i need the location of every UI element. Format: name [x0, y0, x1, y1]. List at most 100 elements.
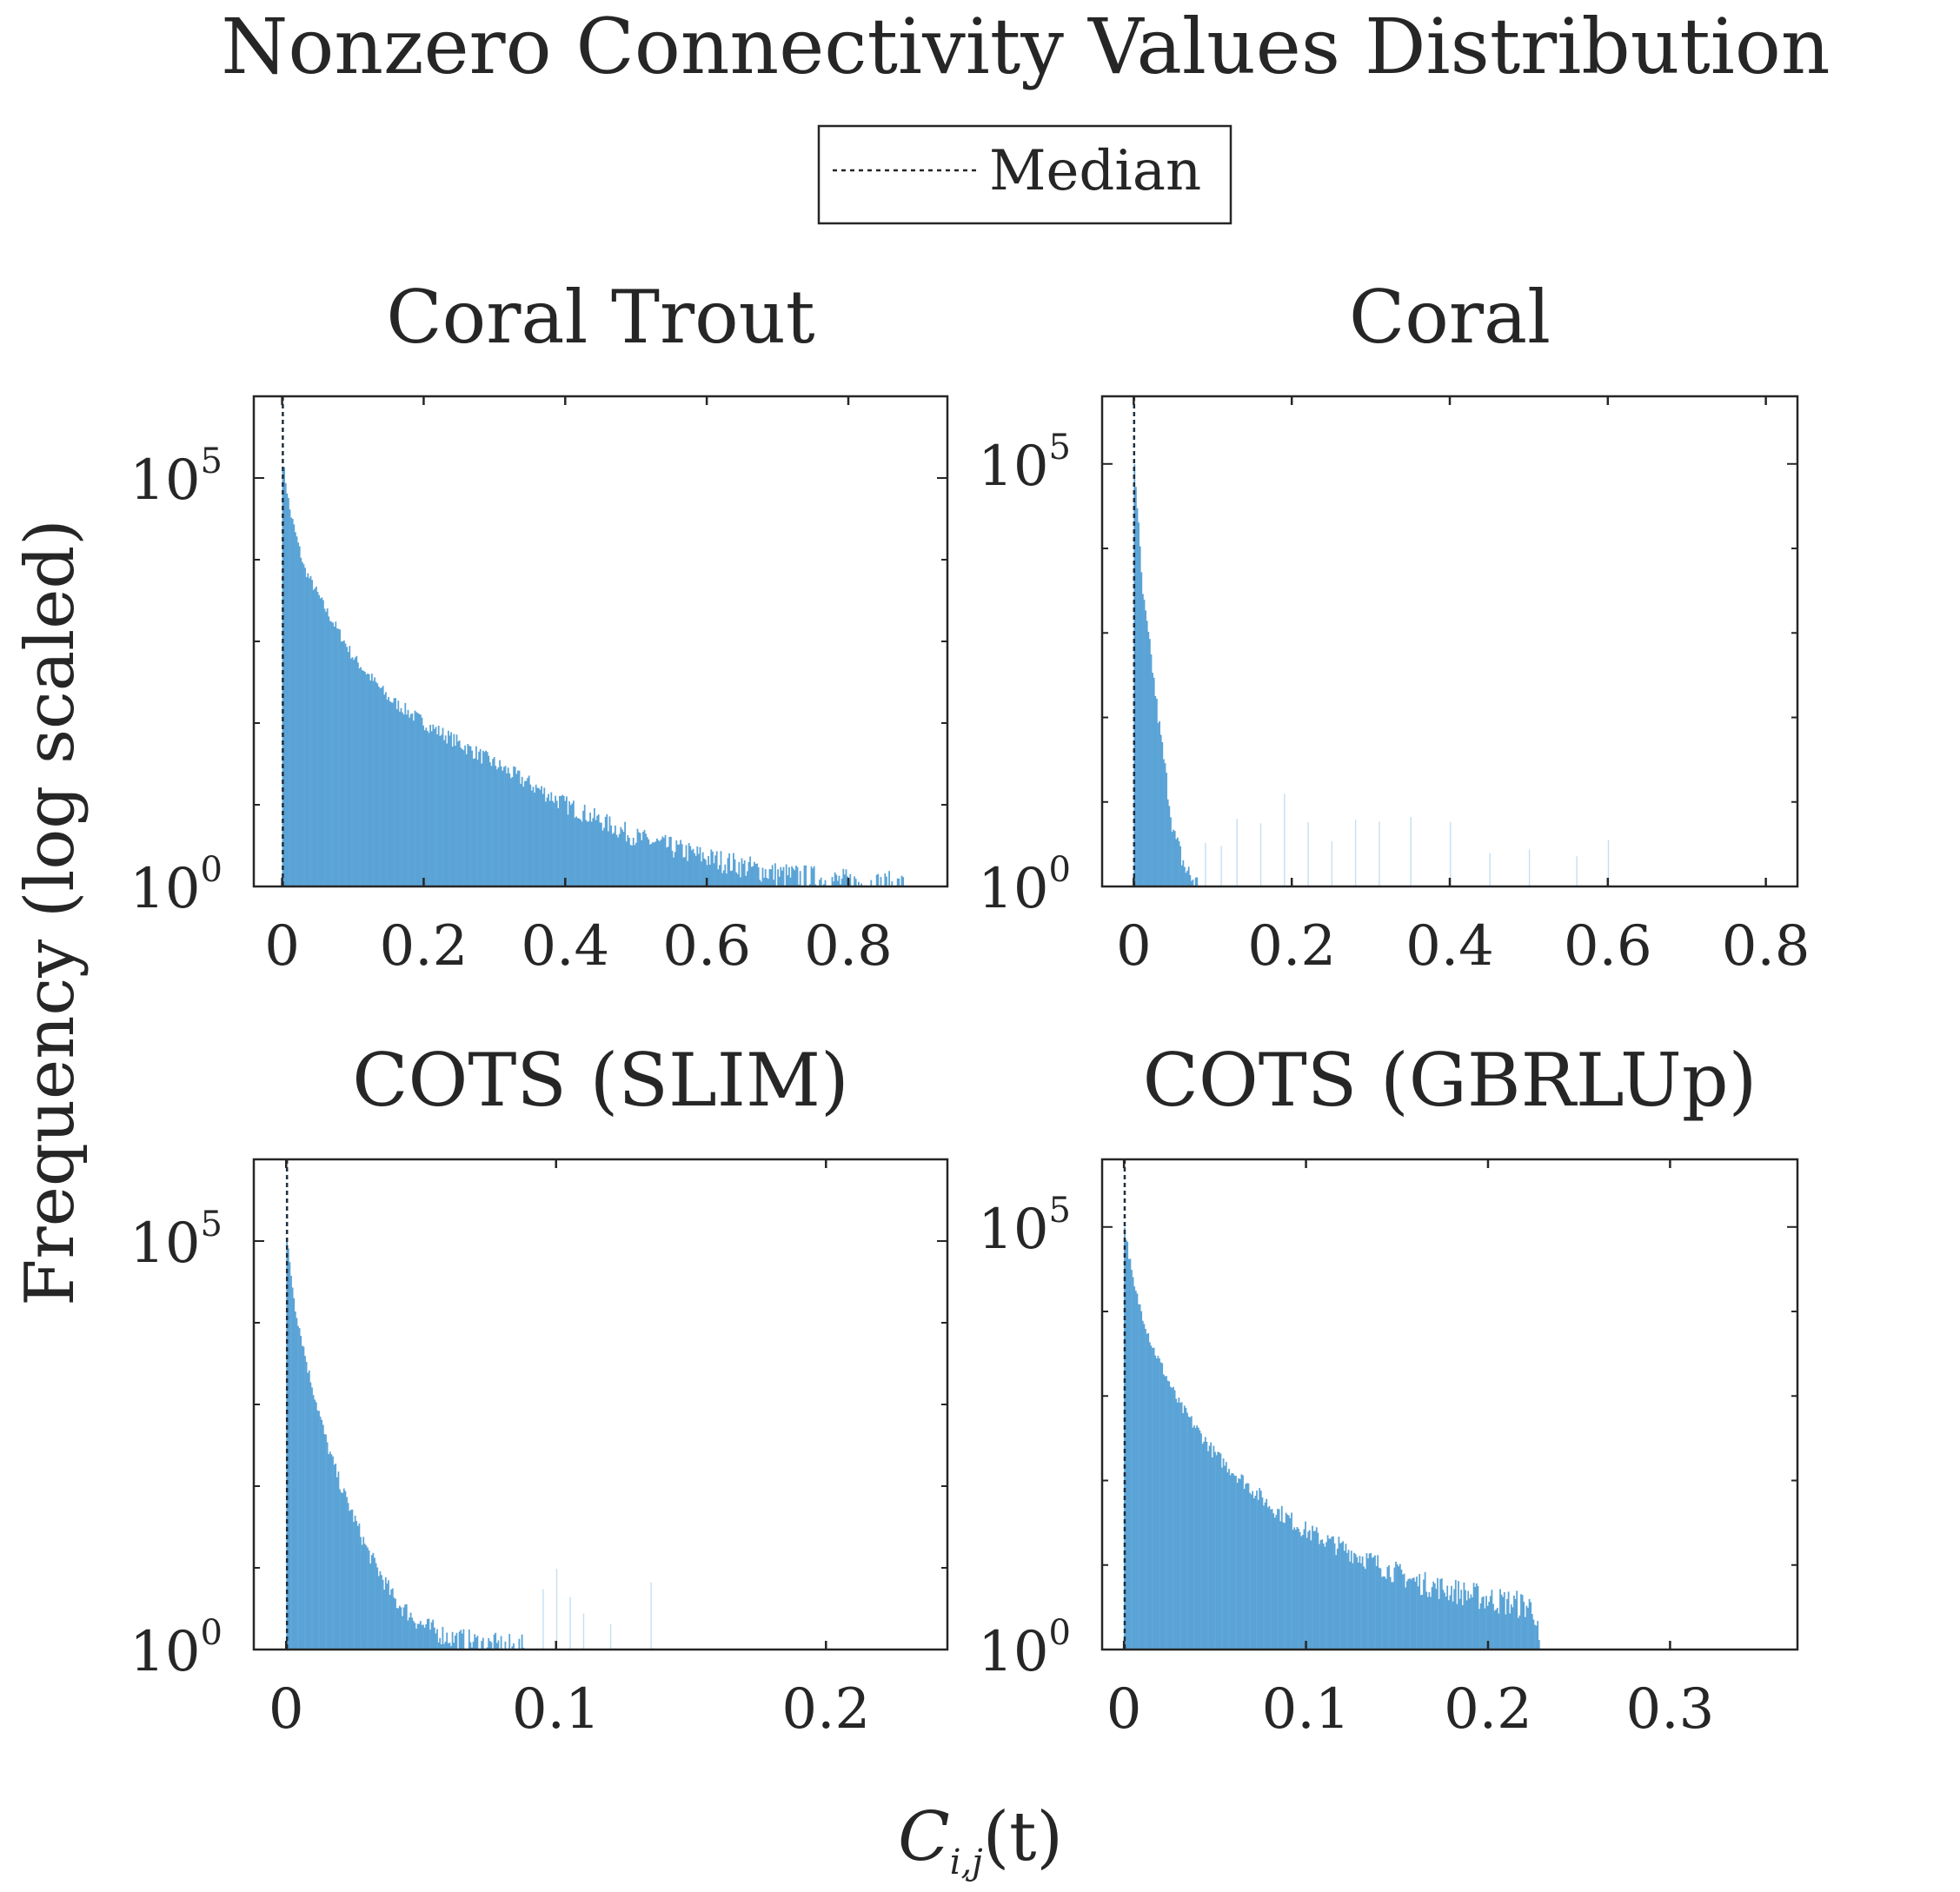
histogram-bar: [1478, 1609, 1480, 1650]
histogram-bar: [1505, 1614, 1507, 1650]
histogram-bar: [332, 622, 334, 886]
histogram-bar: [1484, 1608, 1486, 1650]
histogram-bar: [810, 866, 813, 886]
histogram-bar: [715, 851, 718, 886]
histogram-bar: [650, 843, 653, 886]
x-tick-label: 0: [269, 1677, 304, 1742]
histogram-bar: [539, 789, 541, 886]
histogram-bar: [1132, 1277, 1134, 1650]
histogram-bar: [1175, 839, 1178, 886]
histogram-bar: [329, 621, 331, 886]
histogram-bar: [833, 881, 834, 886]
histogram-bar: [1242, 1475, 1244, 1650]
histogram-bar: [777, 869, 779, 886]
histogram-bar: [427, 731, 429, 886]
histogram-bar: [1150, 654, 1153, 886]
histogram-bar: [1461, 1605, 1464, 1650]
histogram-bar: [291, 1287, 294, 1650]
histogram-bar: [820, 877, 822, 886]
legend-median-label: Median: [989, 139, 1201, 203]
histogram-bar: [1183, 1405, 1186, 1650]
histogram-bar: [462, 1629, 465, 1650]
histogram-bar: [1456, 1603, 1458, 1650]
histogram-bar: [858, 881, 860, 886]
histogram-bar: [469, 1642, 472, 1650]
histogram-bar: [337, 628, 340, 886]
histogram-bar: [311, 580, 313, 886]
histogram-bar: [1157, 1356, 1159, 1650]
histogram-bar: [1153, 1347, 1155, 1650]
histogram-bar: [513, 766, 515, 886]
histogram-bar: [1146, 621, 1148, 886]
histogram-bar: [1166, 773, 1167, 886]
histogram-bar: [1332, 1536, 1334, 1650]
histogram-bar: [1435, 1589, 1438, 1650]
histogram-bar: [803, 865, 806, 886]
histogram-bar: [1214, 1451, 1216, 1650]
histogram-bar: [696, 846, 699, 886]
histogram-bar: [1372, 1557, 1375, 1650]
histogram-bar: [400, 1607, 402, 1650]
histogram-bar: [524, 780, 526, 886]
histogram-bar: [1217, 1451, 1219, 1650]
histogram-bar: [1440, 1578, 1443, 1650]
histogram-bar: [351, 1509, 354, 1650]
histogram-bar: [603, 827, 605, 886]
histogram-bar: [1161, 742, 1164, 886]
y-tick-label: 105: [130, 1205, 223, 1276]
histogram-bar: [370, 1555, 373, 1650]
histogram-bar: [413, 720, 415, 886]
histogram-bar: [1381, 1577, 1383, 1650]
histogram-bar: [328, 1454, 330, 1650]
histogram-bar: [1386, 1567, 1389, 1650]
histogram-bar: [1492, 1603, 1494, 1650]
histogram-bar: [342, 1492, 344, 1650]
histogram-bar: [422, 1624, 424, 1650]
histogram-bar: [402, 1607, 405, 1650]
histogram-bar: [429, 1630, 431, 1650]
histogram-bar: [1361, 1556, 1364, 1650]
histogram-bar: [595, 820, 597, 886]
histogram-bar: [378, 687, 380, 886]
histogram-bar: [534, 793, 535, 886]
histogram-bar: [1197, 1427, 1199, 1650]
panel-0: Coral Trout 0 0.2 0.4 0.6 0.8 100 105: [130, 275, 949, 979]
histogram-bar: [1191, 880, 1193, 886]
histogram-bar: [1201, 1444, 1204, 1650]
histogram-bar: [448, 730, 449, 886]
histogram-bar: [368, 674, 370, 886]
x-tick-label: 0.2: [781, 1677, 870, 1742]
histogram-bar: [514, 767, 516, 886]
histogram-bar: [805, 865, 807, 886]
histogram-bar: [543, 787, 546, 886]
x-axis-label-base: C: [898, 1798, 950, 1876]
histogram-bar: [880, 877, 882, 886]
histogram-bar: [1308, 1530, 1311, 1650]
histogram-bar: [298, 1328, 301, 1650]
histogram-bar: [297, 542, 299, 886]
histogram-bar: [1331, 1537, 1333, 1650]
histogram-bar: [328, 616, 330, 886]
histogram-bar: [1159, 1362, 1162, 1650]
histogram-bar: [460, 1630, 462, 1650]
histogram-bar: [667, 846, 669, 886]
histogram-bar: [364, 671, 366, 886]
histogram-bar: [589, 813, 591, 886]
histogram-bar: [726, 873, 728, 886]
histogram-bar: [1136, 508, 1139, 886]
histogram-bar: [632, 837, 635, 886]
histogram-bar: [692, 848, 694, 886]
histogram-bar: [472, 1641, 475, 1650]
histogram-bar: [398, 1605, 401, 1650]
histogram-bar: [508, 773, 511, 886]
histogram-bar: [354, 1516, 356, 1650]
histogram-bar: [351, 657, 354, 886]
histogram-bar: [628, 838, 630, 886]
histogram-bar: [307, 1372, 309, 1650]
histogram-bar: [1520, 1594, 1522, 1650]
histogram-bar: [1249, 1492, 1251, 1650]
histogram-bar: [840, 878, 843, 886]
histogram-bar: [436, 734, 438, 886]
histogram-bar: [315, 1402, 317, 1650]
histogram-bar: [566, 796, 568, 886]
